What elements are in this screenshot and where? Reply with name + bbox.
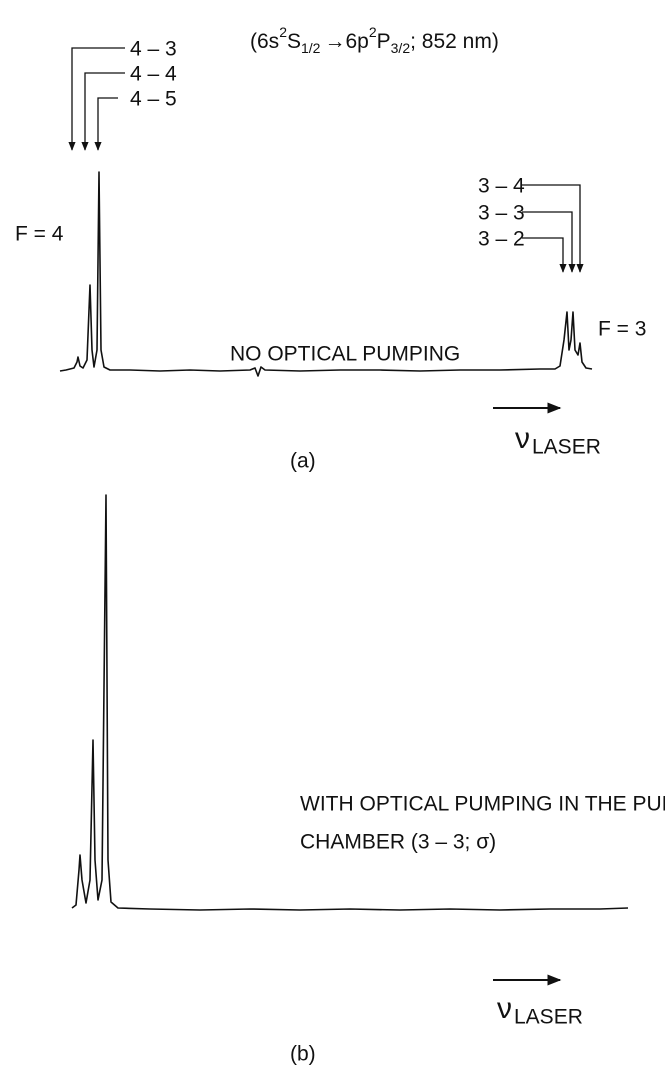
f-label: F = 3 [598,318,646,341]
nu-symbol: ν [497,992,512,1025]
right-arrows [522,184,584,273]
peak-label: 4 – 3 [130,38,177,61]
spectrum-a [59,171,593,377]
caption: (b) [290,1043,316,1066]
laser-label: LASER [532,436,601,459]
f-label: F = 4 [15,223,64,246]
spectrum-b [71,494,629,911]
transition-title: (6s2S1/2 →6p2P3/2; 852 nm) [250,24,499,56]
left-arrows [68,47,125,151]
peak-label: 3 – 3 [478,202,525,225]
peak-label: 4 – 5 [130,88,177,111]
caption: (a) [290,450,316,473]
panel-note: CHAMBER (3 – 3; σ) [300,831,496,854]
nu-symbol: ν [515,422,530,455]
peak-label: 3 – 2 [478,228,525,251]
panel-note: WITH OPTICAL PUMPING IN THE PUMPING [300,793,665,816]
laser-label: LASER [514,1006,583,1029]
peak-label: 4 – 4 [130,63,177,86]
peak-label: 3 – 4 [478,175,525,198]
panel-note: NO OPTICAL PUMPING [230,343,460,366]
